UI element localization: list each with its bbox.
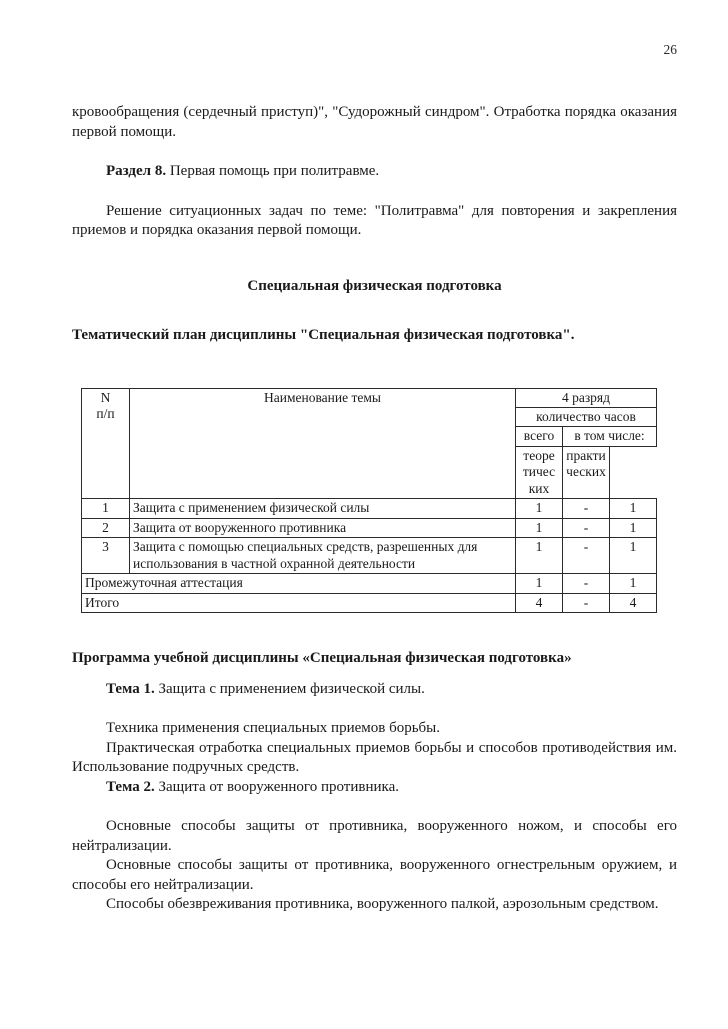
- table-header-row-4: теоре тичес ких практи ческих: [82, 445, 657, 500]
- summary-practical-hours: 1: [609, 573, 657, 594]
- spacer: [72, 142, 677, 162]
- program-heading: Программа учебной дисциплины «Специальна…: [72, 650, 572, 667]
- header-cell-grade: 4 разряд: [515, 387, 657, 408]
- header-theoretical-line-2: тичес: [522, 464, 556, 480]
- razdel-8-text: Первая помощь при политравме.: [166, 163, 380, 179]
- table-row: 2 Защита от вооруженного противника 1 - …: [81, 517, 657, 539]
- row-theoretical-hours: -: [562, 537, 610, 575]
- summary-total-hours: 1: [515, 573, 563, 594]
- row-topic-name: Защита с помощью специальных средств, ра…: [129, 537, 516, 575]
- summary-theoretical-hours: -: [562, 573, 610, 594]
- row-theoretical-hours: -: [562, 517, 610, 539]
- tema-1-text: Защита с применением физической силы.: [154, 680, 425, 697]
- row-number: 3: [81, 537, 130, 575]
- summary-label: Итого: [81, 592, 516, 614]
- header-practical-line-2: ческих: [566, 464, 606, 480]
- spacer: [72, 346, 677, 388]
- header-cell-practical: практи ческих: [562, 445, 610, 500]
- paragraph-stick-aerosol-defense: Способы обезвреживания противника, воору…: [106, 896, 659, 913]
- spacer: [72, 182, 677, 202]
- summary-total-hours: 4: [515, 592, 563, 614]
- summary-practical-hours: 4: [609, 592, 657, 614]
- tema-2-label: Тема 2.: [106, 778, 155, 795]
- header-number-line-1: N: [100, 389, 111, 405]
- row-total-hours: 1: [515, 498, 563, 519]
- header-theoretical-line-1: теоре: [523, 447, 555, 463]
- row-number: 2: [81, 517, 130, 539]
- row-number: 1: [81, 498, 130, 519]
- paragraph-practical-work: Практическая отработка специальных прием…: [72, 739, 677, 776]
- page-number: 26: [663, 42, 678, 57]
- row-practical-hours: 1: [609, 498, 657, 519]
- tema-1: Тема 1. Защита с применением физической …: [72, 680, 677, 700]
- discipline-heading: Специальная физическая подготовка: [247, 277, 502, 294]
- paragraph-technique: Техника применения специальных приемов б…: [106, 720, 441, 737]
- row-total-hours: 1: [515, 537, 563, 575]
- tema-1-label: Тема 1.: [106, 680, 155, 697]
- spacer: [72, 241, 677, 277]
- header-cell-including: в том числе:: [562, 426, 657, 447]
- header-cell-theoretical: теоре тичес ких: [515, 445, 563, 500]
- table-header-row-1: N п/п Наименование темы 4 разряд: [81, 387, 657, 500]
- row-practical-hours: 1: [609, 517, 657, 539]
- row-theoretical-hours: -: [562, 498, 610, 519]
- thematic-plan-table-wrapper: N п/п Наименование темы 4 разряд количес…: [81, 387, 657, 614]
- tema-2: Тема 2. Защита от вооруженного противник…: [72, 778, 677, 798]
- summary-theoretical-hours: -: [562, 592, 610, 614]
- header-theoretical-line-3: ких: [528, 480, 550, 496]
- header-topic-name-label: Наименование темы: [264, 389, 381, 405]
- razdel-8-label: Раздел 8.: [106, 163, 167, 179]
- header-cell-hours-count: количество часов: [515, 406, 657, 428]
- header-number-line-2: п/п: [96, 405, 115, 421]
- header-cell-number: N п/п: [81, 387, 130, 500]
- thematic-plan-table: N п/п Наименование темы 4 разряд количес…: [81, 387, 657, 614]
- document-body: кровообращения (сердечный приступ)", "Су…: [72, 103, 677, 915]
- tema-2-text: Защита от вооруженного противника.: [154, 778, 399, 795]
- section-razdel-8: Раздел 8. Первая помощь при политравме.: [72, 162, 677, 182]
- paragraph-knife-defense: Основные способы защиты от противника, в…: [72, 818, 677, 854]
- spacer: [72, 699, 677, 719]
- row-topic-name: Защита от вооруженного противника: [129, 517, 516, 539]
- header-practical-line-1: практи: [566, 447, 606, 463]
- summary-label: Промежуточная аттестация: [81, 573, 516, 594]
- paragraph-situational-tasks: Решение ситуационных задач по теме: "Пол…: [72, 202, 677, 239]
- header-cell-topic-name: Наименование темы: [129, 387, 516, 500]
- table-summary-row: Итого 4 - 4: [81, 592, 657, 614]
- table-row: 3 Защита с помощью специальных средств, …: [81, 537, 657, 575]
- row-topic-name: Защита с применением физической силы: [129, 498, 516, 519]
- spacer: [72, 613, 677, 649]
- row-practical-hours: 1: [609, 537, 657, 575]
- thematic-plan-heading: Тематический план дисциплины "Специальна…: [72, 327, 575, 343]
- spacer: [72, 797, 677, 817]
- table-row: 1 Защита с применением физической силы 1…: [81, 498, 657, 519]
- row-total-hours: 1: [515, 517, 563, 539]
- table-summary-row: Промежуточная аттестация 1 - 1: [81, 573, 657, 594]
- paragraph-continuation: кровообращения (сердечный приступ)", "Су…: [72, 104, 677, 140]
- spacer: [72, 669, 677, 680]
- paragraph-firearm-defense: Основные способы защиты от противника, в…: [72, 857, 677, 893]
- header-cell-total: всего: [515, 426, 563, 447]
- table-header-row-3: всего в том числе:: [82, 426, 657, 447]
- spacer: [72, 296, 677, 326]
